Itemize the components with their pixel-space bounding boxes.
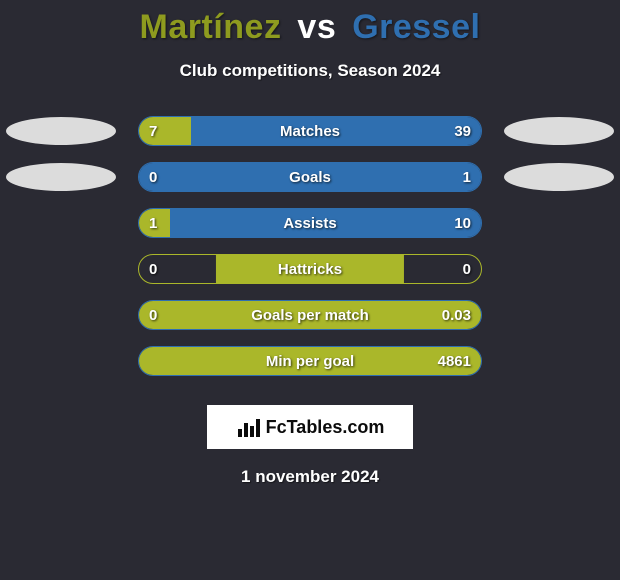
comparison-chart: Matches739Goals01Assists110Hattricks00Go…: [0, 111, 620, 387]
player2-name: Gressel: [352, 8, 480, 46]
player1-badge: [6, 163, 116, 191]
stat-row: Hattricks0 0: [0, 249, 620, 295]
stat-label: Goals per match: [139, 301, 481, 329]
stat-value-left: 0: [149, 163, 157, 191]
logo-text: FcTables.com: [266, 417, 385, 438]
stat-value-right: 0: [463, 255, 471, 283]
player2-badge: [504, 117, 614, 145]
stat-label: Matches: [139, 117, 481, 145]
stat-bar: Goals per match0 0.03: [138, 300, 482, 330]
stat-value-right: 0.03: [442, 301, 471, 329]
stat-value-right: 1: [463, 163, 471, 191]
stat-row: Goals0 1: [0, 157, 620, 203]
stat-label: Goals: [139, 163, 481, 191]
comparison-title: Martínez vs Gressel: [0, 0, 620, 47]
vs-label: vs: [297, 8, 336, 46]
stat-bar: Goals0 1: [138, 162, 482, 192]
stat-row: Matches7 39: [0, 111, 620, 157]
stat-row: Min per goal4861: [0, 341, 620, 387]
stat-row: Goals per match0 0.03: [0, 295, 620, 341]
stat-bar: Assists1 10: [138, 208, 482, 238]
player1-name: Martínez: [140, 8, 282, 46]
stat-label: Min per goal: [139, 347, 481, 375]
stat-label: Hattricks: [139, 255, 481, 283]
stat-value-right: 10: [454, 209, 471, 237]
fctables-logo: FcTables.com: [207, 405, 413, 449]
stat-value-right: 4861: [438, 347, 471, 375]
stat-value-left: 0: [149, 301, 157, 329]
subtitle: Club competitions, Season 2024: [0, 61, 620, 81]
stat-bar: Hattricks0 0: [138, 254, 482, 284]
bar-chart-icon: [236, 415, 264, 439]
date-line: 1 november 2024: [0, 467, 620, 487]
stat-value-left: 1: [149, 209, 157, 237]
stat-row: Assists1 10: [0, 203, 620, 249]
stat-bar: Min per goal4861: [138, 346, 482, 376]
player1-badge: [6, 117, 116, 145]
stat-label: Assists: [139, 209, 481, 237]
stat-value-left: 0: [149, 255, 157, 283]
stat-bar: Matches7 39: [138, 116, 482, 146]
stat-value-left: 7: [149, 117, 157, 145]
player2-badge: [504, 163, 614, 191]
stat-value-right: 39: [454, 117, 471, 145]
